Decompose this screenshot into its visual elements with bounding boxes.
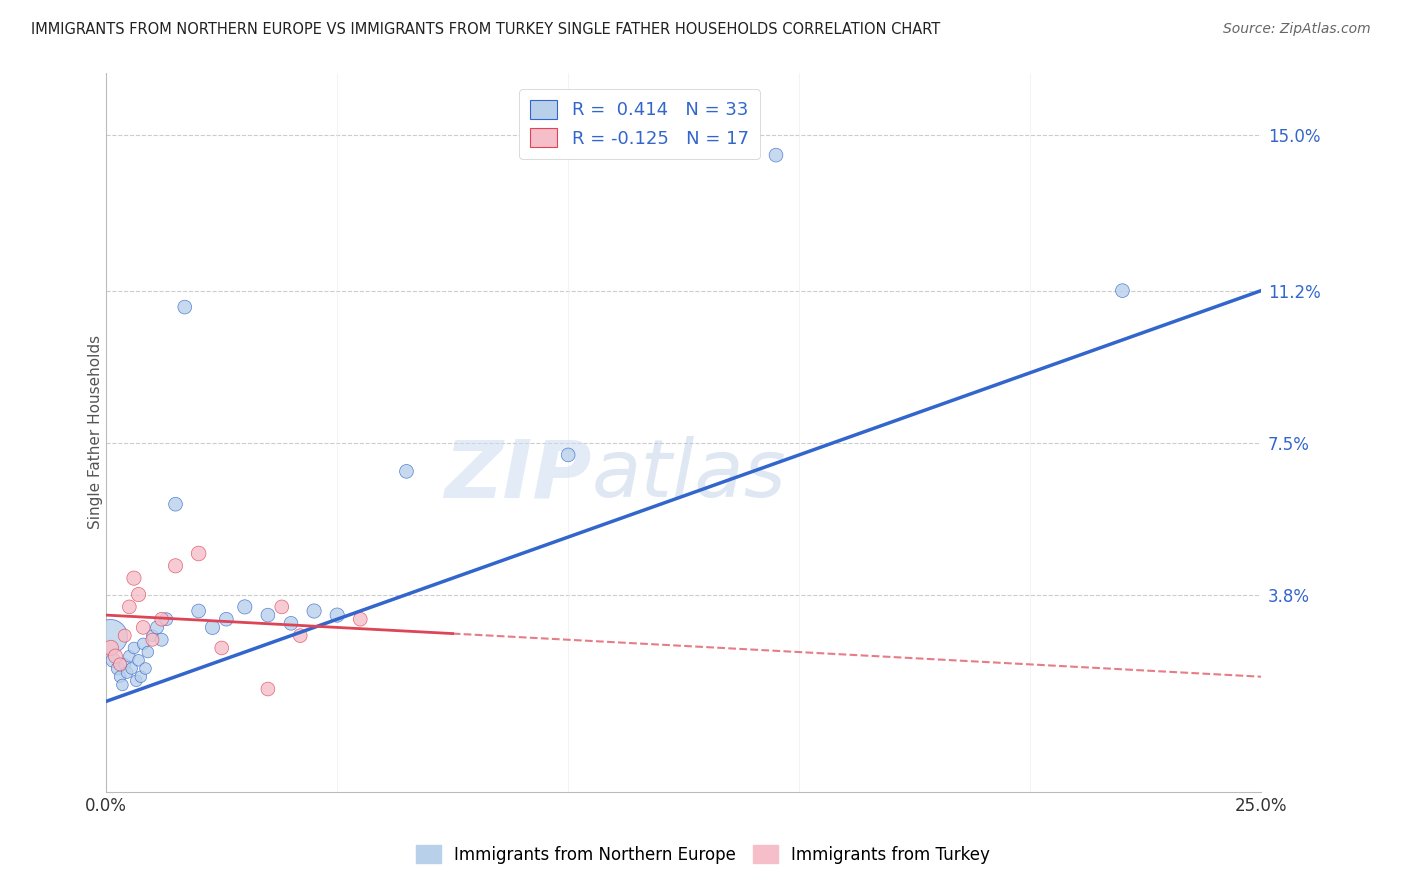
- Point: [98, 629, 121, 643]
- Text: IMMIGRANTS FROM NORTHERN EUROPE VS IMMIGRANTS FROM TURKEY SINGLE FATHER HOUSEHOL: IMMIGRANTS FROM NORTHERN EUROPE VS IMMIG…: [31, 22, 941, 37]
- Point: [125, 673, 148, 688]
- Point: [141, 632, 163, 647]
- Point: [122, 640, 145, 655]
- Point: [100, 640, 122, 655]
- Point: [201, 620, 224, 634]
- Point: [349, 612, 371, 626]
- Point: [121, 661, 143, 675]
- Point: [211, 640, 233, 655]
- Point: [257, 608, 280, 623]
- Point: [107, 661, 129, 675]
- Point: [290, 629, 312, 643]
- Point: [395, 464, 418, 478]
- Point: [150, 612, 173, 626]
- Point: [150, 632, 173, 647]
- Text: ZIP: ZIP: [444, 436, 592, 515]
- Point: [141, 629, 163, 643]
- Point: [215, 612, 238, 626]
- Point: [1111, 284, 1133, 298]
- Point: [122, 571, 145, 585]
- Point: [132, 637, 155, 651]
- Point: [101, 653, 124, 667]
- Point: [270, 599, 292, 614]
- Point: [557, 448, 579, 462]
- Text: atlas: atlas: [592, 436, 786, 515]
- Point: [114, 629, 136, 643]
- Point: [108, 670, 131, 684]
- Text: Source: ZipAtlas.com: Source: ZipAtlas.com: [1223, 22, 1371, 37]
- Point: [134, 661, 156, 675]
- Point: [132, 620, 155, 634]
- Legend: R =  0.414   N = 33, R = -0.125   N = 17: R = 0.414 N = 33, R = -0.125 N = 17: [519, 89, 759, 159]
- Point: [165, 558, 187, 573]
- Point: [118, 599, 141, 614]
- Point: [233, 599, 256, 614]
- Point: [257, 681, 280, 696]
- Point: [146, 620, 169, 634]
- Point: [128, 653, 150, 667]
- Point: [187, 604, 209, 618]
- Point: [187, 547, 209, 561]
- Point: [118, 649, 141, 664]
- Point: [302, 604, 325, 618]
- Legend: Immigrants from Northern Europe, Immigrants from Turkey: Immigrants from Northern Europe, Immigra…: [409, 838, 997, 871]
- Point: [129, 670, 152, 684]
- Point: [280, 616, 302, 631]
- Point: [155, 612, 177, 626]
- Point: [108, 657, 131, 672]
- Point: [173, 300, 195, 314]
- Point: [111, 678, 134, 692]
- Point: [765, 148, 787, 162]
- Y-axis label: Single Father Households: Single Father Households: [87, 335, 103, 529]
- Point: [165, 497, 187, 511]
- Point: [128, 588, 150, 602]
- Point: [326, 608, 349, 623]
- Point: [104, 649, 127, 664]
- Point: [114, 657, 136, 672]
- Point: [136, 645, 159, 659]
- Point: [115, 665, 138, 680]
